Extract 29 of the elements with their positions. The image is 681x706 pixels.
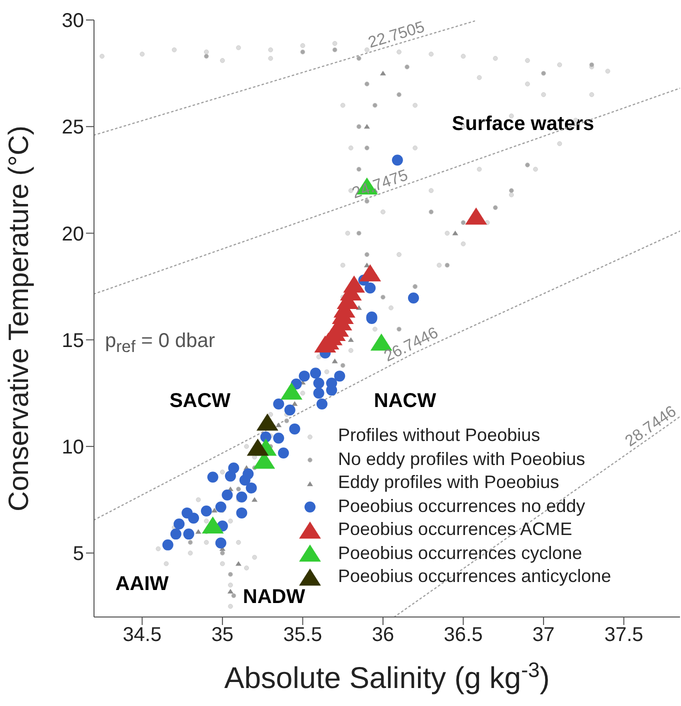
legend-label: Poeobius occurrences no eddy — [338, 494, 586, 518]
legend-label: Eddy profiles with Poeobius — [338, 471, 560, 494]
legend-label: No eddy profiles with Poeobius — [338, 448, 586, 471]
annotation: p$_{ref}$ = 0 dbar — [105, 330, 216, 357]
x-tick-label: 34.5 — [122, 624, 162, 646]
legend-label: Poeobius occurrences anticyclone — [338, 565, 612, 588]
annotation: NACW — [374, 390, 436, 412]
annotation: AAIW — [115, 573, 169, 596]
x-tick-label: 35 — [211, 624, 234, 646]
x-tick-label: 36 — [372, 624, 394, 646]
y-tick-label: 20 — [62, 223, 84, 246]
legend-label: Profiles without Poeobius — [338, 424, 540, 447]
y-tick-label: 5 — [72, 543, 84, 566]
y-tick-label: 30 — [62, 10, 84, 32]
y-tick-label: 15 — [62, 330, 84, 352]
y-tick-label: 25 — [62, 116, 84, 139]
annotation: NADW — [242, 586, 306, 608]
legend-label: Poeobius occurrences ACME — [338, 518, 572, 541]
x-tick-label: 36.5 — [444, 624, 483, 646]
y-axis-title: Conservative Temperature (°C) — [3, 126, 34, 512]
x-axis-title: Absolute Salinity (g kg$^{-3}$) — [224, 658, 550, 695]
annotation: Surface waters — [452, 113, 594, 136]
x-tick-label: 37 — [532, 624, 555, 646]
x-tick-label: 35.5 — [283, 624, 322, 646]
annotation: SACW — [169, 390, 231, 412]
x-tick-label: 37.5 — [604, 624, 644, 646]
legend-label: Poeobius occurrences cyclone — [338, 542, 582, 565]
y-tick-label: 10 — [62, 436, 84, 459]
text: 22.7505 — [366, 18, 427, 52]
